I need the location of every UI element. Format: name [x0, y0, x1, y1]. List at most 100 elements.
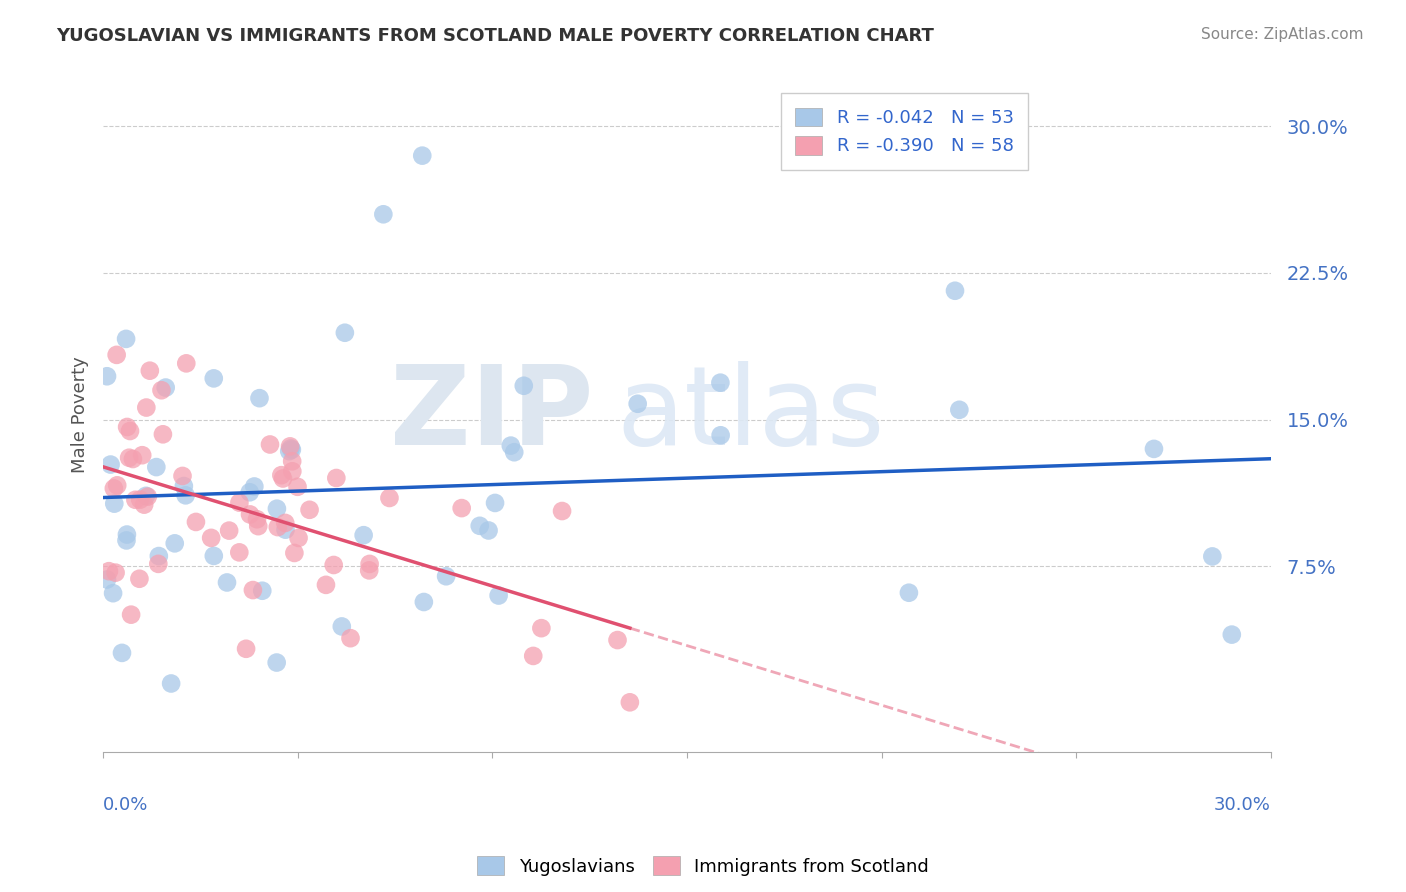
- Point: [274, 523, 297, 537]
- Point: [484, 496, 506, 510]
- Point: [373, 207, 395, 221]
- Point: [450, 501, 472, 516]
- Point: [434, 569, 457, 583]
- Point: [131, 448, 153, 462]
- Point: [252, 583, 274, 598]
- Point: [897, 585, 920, 599]
- Point: [160, 676, 183, 690]
- Point: [298, 503, 321, 517]
- Point: [267, 520, 290, 534]
- Point: [115, 420, 138, 434]
- Point: [163, 536, 186, 550]
- Point: [619, 695, 641, 709]
- Point: [287, 531, 309, 545]
- Point: [246, 512, 269, 526]
- Point: [274, 516, 297, 530]
- Point: [247, 519, 270, 533]
- Point: [239, 508, 262, 522]
- Point: [200, 531, 222, 545]
- Point: [412, 595, 434, 609]
- Point: [202, 371, 225, 385]
- Point: [353, 528, 375, 542]
- Point: [135, 489, 157, 503]
- Point: [105, 478, 128, 492]
- Point: [202, 549, 225, 563]
- Point: [124, 492, 146, 507]
- Point: [243, 479, 266, 493]
- Point: [499, 439, 522, 453]
- Point: [1143, 442, 1166, 456]
- Point: [477, 524, 499, 538]
- Point: [122, 452, 145, 467]
- Point: [228, 496, 250, 510]
- Text: 0.0%: 0.0%: [103, 796, 149, 814]
- Point: [134, 498, 156, 512]
- Point: [148, 557, 170, 571]
- Text: 30.0%: 30.0%: [1213, 796, 1271, 814]
- Point: [118, 424, 141, 438]
- Point: [139, 364, 162, 378]
- Point: [287, 480, 309, 494]
- Point: [235, 641, 257, 656]
- Point: [411, 148, 433, 162]
- Point: [283, 546, 305, 560]
- Point: [468, 518, 491, 533]
- Point: [145, 460, 167, 475]
- Point: [1201, 549, 1223, 564]
- Point: [315, 578, 337, 592]
- Text: ZIP: ZIP: [389, 361, 593, 468]
- Point: [943, 284, 966, 298]
- Point: [281, 442, 304, 457]
- Point: [128, 572, 150, 586]
- Point: [281, 464, 304, 478]
- Point: [606, 633, 628, 648]
- Point: [120, 607, 142, 622]
- Point: [111, 646, 134, 660]
- Point: [115, 533, 138, 548]
- Point: [266, 501, 288, 516]
- Point: [709, 376, 731, 390]
- Point: [259, 437, 281, 451]
- Point: [271, 471, 294, 485]
- Point: [530, 621, 553, 635]
- Point: [96, 369, 118, 384]
- Point: [280, 442, 302, 456]
- Point: [330, 619, 353, 633]
- Point: [239, 485, 262, 500]
- Point: [228, 545, 250, 559]
- Point: [325, 471, 347, 485]
- Point: [278, 439, 301, 453]
- Point: [359, 557, 381, 571]
- Legend: Yugoslavians, Immigrants from Scotland: Yugoslavians, Immigrants from Scotland: [470, 849, 936, 883]
- Point: [103, 497, 125, 511]
- Point: [322, 558, 344, 572]
- Point: [100, 458, 122, 472]
- Point: [378, 491, 401, 505]
- Point: [136, 490, 159, 504]
- Point: [135, 401, 157, 415]
- Point: [129, 492, 152, 507]
- Point: [96, 573, 118, 587]
- Point: [174, 356, 197, 370]
- Point: [513, 378, 536, 392]
- Point: [101, 586, 124, 600]
- Point: [152, 427, 174, 442]
- Legend: R = -0.042   N = 53, R = -0.390   N = 58: R = -0.042 N = 53, R = -0.390 N = 58: [780, 93, 1028, 169]
- Point: [97, 564, 120, 578]
- Point: [249, 391, 271, 405]
- Point: [115, 332, 138, 346]
- Text: YUGOSLAVIAN VS IMMIGRANTS FROM SCOTLAND MALE POVERTY CORRELATION CHART: YUGOSLAVIAN VS IMMIGRANTS FROM SCOTLAND …: [56, 27, 934, 45]
- Point: [1220, 627, 1243, 641]
- Point: [173, 479, 195, 493]
- Point: [104, 566, 127, 580]
- Point: [184, 515, 207, 529]
- Point: [522, 648, 544, 663]
- Point: [551, 504, 574, 518]
- Point: [218, 524, 240, 538]
- Point: [333, 326, 356, 340]
- Point: [281, 454, 304, 468]
- Point: [105, 348, 128, 362]
- Point: [103, 482, 125, 496]
- Point: [503, 445, 526, 459]
- Point: [155, 380, 177, 394]
